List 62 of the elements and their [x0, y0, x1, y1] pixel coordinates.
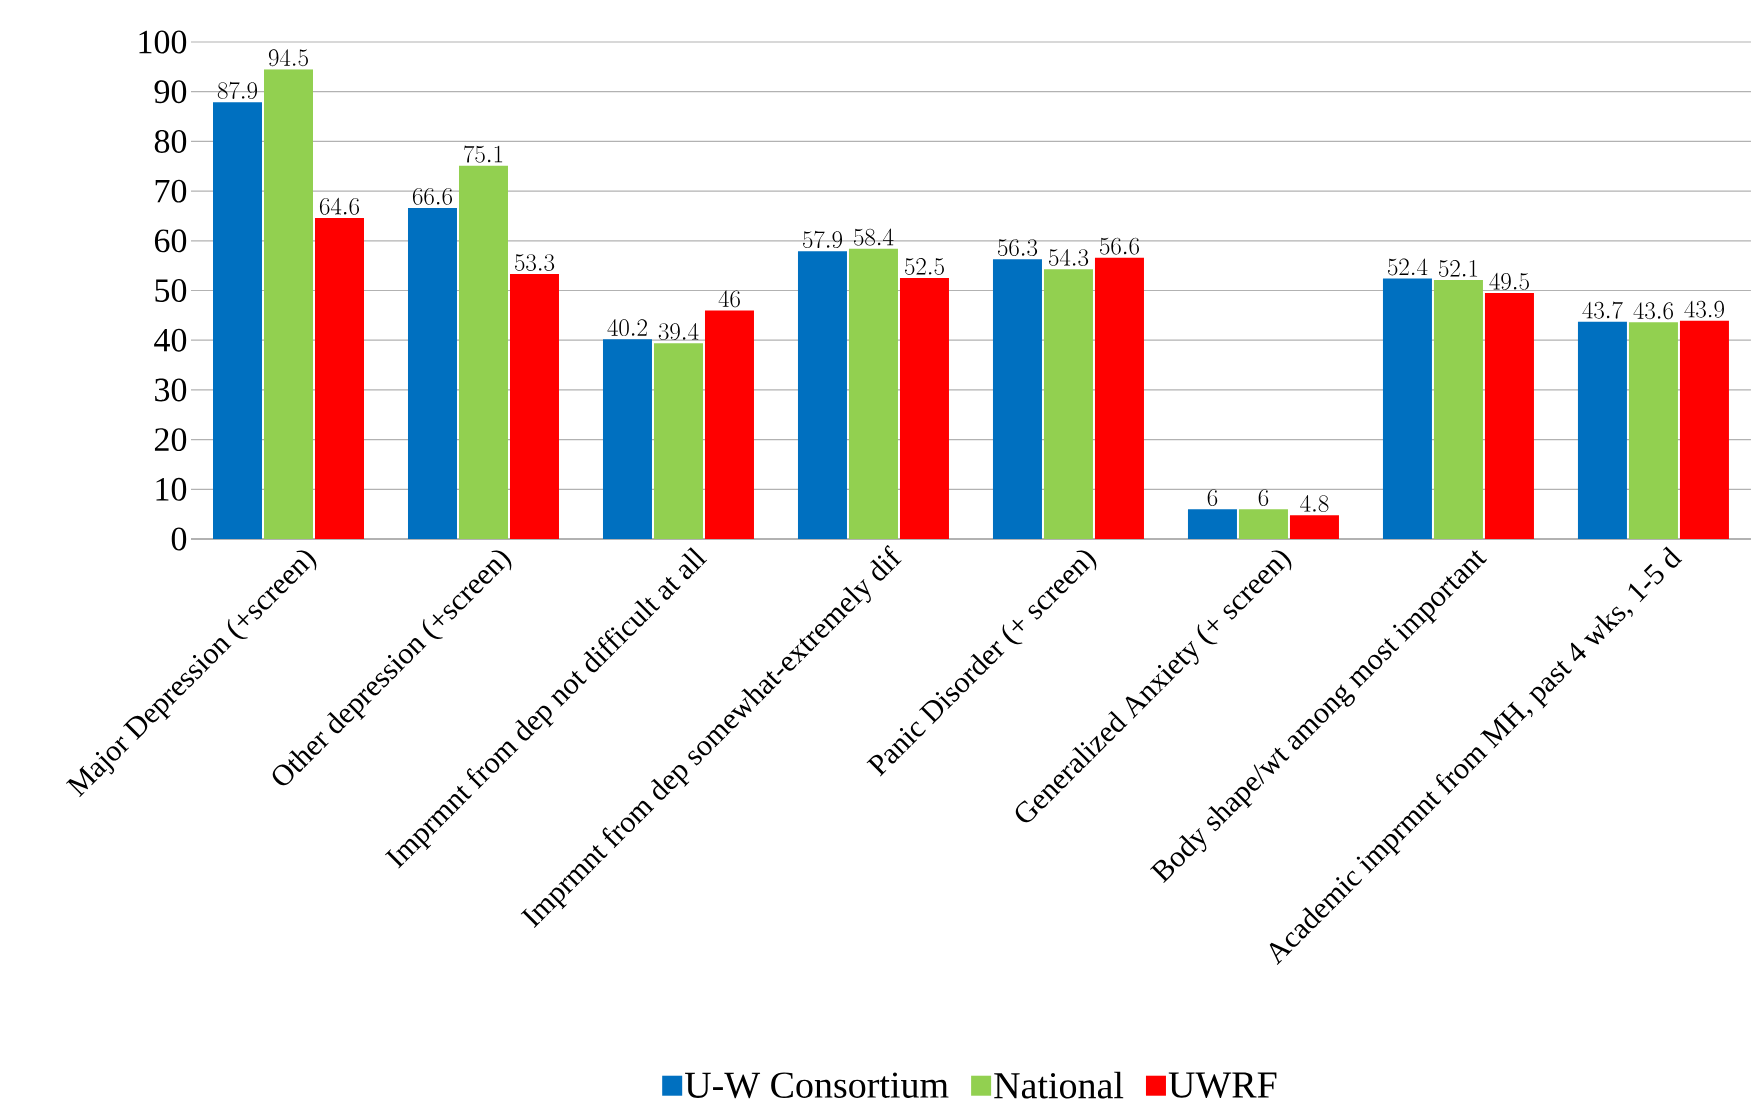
bar [653, 343, 703, 540]
data-label: 52. 1 [1438, 260, 1478, 277]
bar [213, 102, 262, 540]
bar [704, 310, 754, 540]
data-label: 58.4 [854, 228, 894, 246]
bar [315, 217, 364, 540]
data-label: 56.6 [1099, 237, 1140, 255]
bar [1382, 278, 1432, 540]
data-label: 54.3 [1048, 248, 1089, 266]
bar [1094, 257, 1144, 540]
data-label: 49.5 [1489, 272, 1529, 290]
data-label: 43.9 [1684, 300, 1724, 318]
y-tick-label: 90 [154, 80, 187, 104]
bar [1289, 515, 1339, 540]
data-label: 52.4 [1387, 258, 1428, 276]
data-label: 64.6 [319, 197, 360, 215]
data-label: 75. 1 [464, 145, 503, 163]
data-label: 66.6 [412, 188, 453, 205]
data-label: 87.9 [217, 81, 258, 99]
bar [509, 274, 559, 540]
bar [797, 251, 847, 540]
data-label: 94.5 [268, 49, 308, 67]
y-tick-label: 80 [154, 129, 187, 153]
bar [1577, 321, 1627, 540]
bar [458, 165, 508, 540]
bar [1484, 292, 1534, 540]
data-label: 43.6 [1633, 302, 1673, 320]
bar [848, 248, 898, 540]
data-label: 6 [1258, 489, 1269, 507]
y-tick-label: 20 [154, 428, 187, 452]
y-tick-label: 30 [155, 378, 187, 402]
bar [407, 208, 457, 540]
bar [1679, 320, 1729, 540]
y-tick-label: 0 [171, 527, 187, 551]
data-label: 56.3 [997, 239, 1038, 257]
data-label: 4.8 [1300, 494, 1329, 513]
y-tick-label: 50 [155, 279, 187, 302]
bar [992, 259, 1042, 540]
bar [1187, 509, 1237, 540]
data-label: 53.3 [515, 254, 555, 271]
bar [899, 278, 949, 540]
y-tick-label: 100 [139, 30, 187, 54]
bar [1043, 269, 1093, 540]
data-label: 39.4 [658, 323, 699, 341]
y-tick-label: 70 [155, 179, 187, 203]
data-label: 46 [718, 290, 740, 308]
y-tick-label: 40 [154, 328, 187, 352]
bar [1628, 322, 1678, 540]
data-label: 43.7 [1582, 301, 1623, 319]
data-label: 6 [1207, 489, 1218, 507]
data-label: 52.5 [905, 258, 944, 275]
y-tick-label: 10 [156, 477, 187, 501]
bar [1433, 280, 1483, 540]
legend-label: U-W Consortium [684, 1072, 949, 1099]
y-tick-label: 60 [154, 229, 187, 253]
legend-label: UWRF [1168, 1072, 1277, 1098]
bar [264, 69, 313, 540]
bar [602, 339, 652, 540]
legend-label: National [994, 1071, 1124, 1099]
data-label: 57.9 [803, 230, 843, 249]
data-label: 40.2 [607, 319, 647, 337]
bar [1238, 509, 1288, 540]
